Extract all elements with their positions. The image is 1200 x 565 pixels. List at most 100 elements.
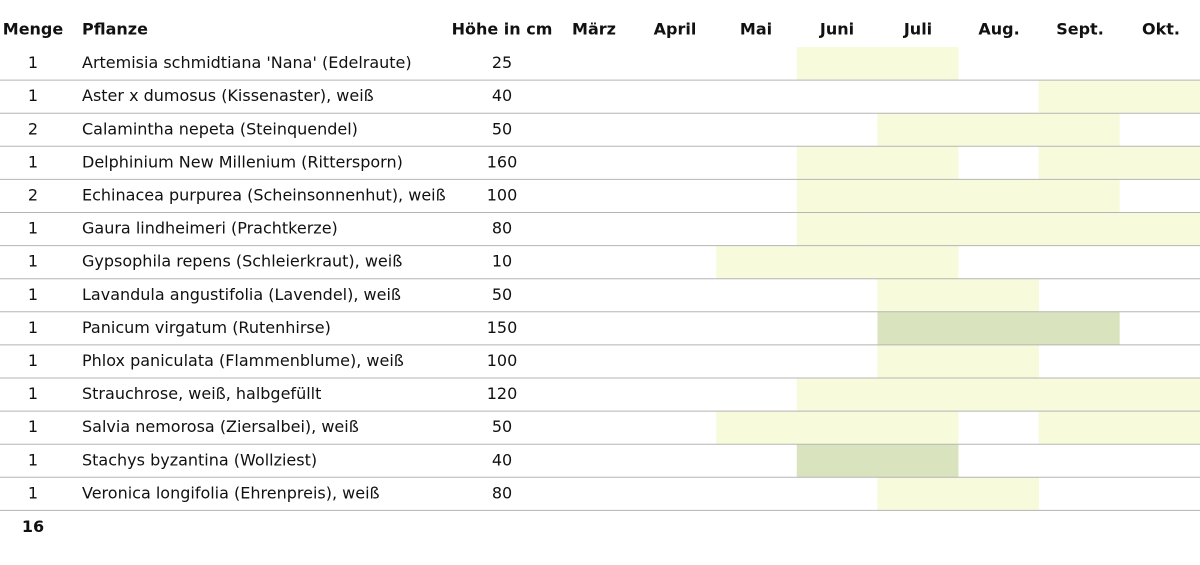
height: 80 [492, 219, 512, 238]
column-header: Aug. [978, 20, 1019, 39]
bloom-cell [958, 179, 1040, 213]
height: 100 [487, 185, 518, 204]
bloom-cell [796, 179, 878, 213]
bloom-cell [796, 411, 878, 445]
height: 50 [492, 285, 512, 304]
plant-name: Calamintha nepeta (Steinquendel) [82, 119, 358, 138]
bloom-cell [1119, 411, 1200, 445]
bloom-cell [877, 344, 959, 378]
column-header: Pflanze [82, 20, 148, 39]
bloom-cell [1038, 311, 1120, 345]
height: 25 [492, 53, 512, 72]
bloom-cell [877, 212, 959, 246]
bloom-cell [796, 444, 878, 478]
bloom-cell [877, 311, 959, 345]
bloom-cell [958, 378, 1040, 412]
height: 120 [487, 384, 518, 403]
plant-name: Lavandula angustifolia (Lavendel), weiß [82, 285, 401, 304]
bloom-cell [877, 146, 959, 180]
quantity: 1 [28, 53, 38, 72]
quantity: 1 [28, 417, 38, 436]
bloom-cell [877, 411, 959, 445]
bloom-cell [1119, 80, 1200, 114]
bloom-cell [1038, 146, 1120, 180]
bloom-cell [877, 444, 959, 478]
quantity: 1 [28, 219, 38, 238]
height: 50 [492, 119, 512, 138]
quantity: 1 [28, 450, 38, 469]
bloom-cell [1038, 179, 1120, 213]
plant-name: Strauchrose, weiß, halbgefüllt [82, 384, 321, 403]
bloom-cell [877, 179, 959, 213]
height: 40 [492, 86, 512, 105]
quantity: 2 [28, 119, 38, 138]
height: 50 [492, 417, 512, 436]
bloom-cell [958, 344, 1040, 378]
column-header: Höhe in cm [452, 20, 553, 39]
plant-name: Salvia nemorosa (Ziersalbei), weiß [82, 417, 359, 436]
bloom-cell [1038, 378, 1120, 412]
bloom-cell [796, 212, 878, 246]
plant-name: Aster x dumosus (Kissenaster), weiß [82, 86, 374, 105]
bloom-cell [1038, 212, 1120, 246]
column-header: Juli [903, 20, 932, 39]
bloom-cell [796, 245, 878, 279]
bloom-cell [958, 477, 1040, 511]
plant-name: Gypsophila repens (Schleierkraut), weiß [82, 252, 402, 271]
height: 100 [487, 351, 518, 370]
bloom-cell [877, 477, 959, 511]
column-header: März [572, 20, 616, 39]
column-header: April [654, 20, 697, 39]
height: 150 [487, 318, 518, 337]
bloom-cell [1038, 80, 1120, 114]
bloom-cell [958, 212, 1040, 246]
bloom-cell [877, 47, 959, 81]
column-header: Juni [819, 20, 854, 39]
plant-name: Stachys byzantina (Wollziest) [82, 450, 317, 469]
quantity: 1 [28, 351, 38, 370]
plant-name: Phlox paniculata (Flammenblume), weiß [82, 351, 404, 370]
plant-name: Artemisia schmidtiana 'Nana' (Edelraute) [82, 53, 412, 72]
height: 10 [492, 252, 512, 271]
column-header: Okt. [1142, 20, 1180, 39]
quantity: 2 [28, 185, 38, 204]
quantity: 1 [28, 252, 38, 271]
bloom-cell [1038, 113, 1120, 147]
plant-name: Veronica longifolia (Ehrenpreis), weiß [82, 483, 380, 502]
bloom-cell [1119, 212, 1200, 246]
bloom-cell [796, 47, 878, 81]
bloom-cell [877, 278, 959, 312]
bloom-cell [877, 113, 959, 147]
bloom-cell [1119, 378, 1200, 412]
quantity: 1 [28, 384, 38, 403]
bloom-cell [958, 311, 1040, 345]
quantity: 1 [28, 483, 38, 502]
bloom-cell [958, 113, 1040, 147]
bloom-cell [716, 411, 798, 445]
plant-name: Echinacea purpurea (Scheinsonnenhut), we… [82, 185, 446, 204]
total: 16 [22, 517, 44, 536]
quantity: 1 [28, 318, 38, 337]
column-header: Mai [740, 20, 772, 39]
bloom-cell [1119, 146, 1200, 180]
bloom-cell [796, 378, 878, 412]
column-header: Menge [3, 20, 64, 39]
quantity: 1 [28, 285, 38, 304]
plant-name: Delphinium New Millenium (Rittersporn) [82, 152, 403, 171]
bloom-cell [716, 245, 798, 279]
bloom-cell [958, 278, 1040, 312]
plant-name: Panicum virgatum (Rutenhirse) [82, 318, 331, 337]
plant-name: Gaura lindheimeri (Prachtkerze) [82, 219, 338, 238]
bloom-cell [877, 245, 959, 279]
bloom-cell [1038, 411, 1120, 445]
height: 80 [492, 483, 512, 502]
height: 40 [492, 450, 512, 469]
height: 160 [487, 152, 518, 171]
quantity: 1 [28, 86, 38, 105]
column-header: Sept. [1056, 20, 1104, 39]
bloom-cell [796, 146, 878, 180]
quantity: 1 [28, 152, 38, 171]
bloom-cell [877, 378, 959, 412]
